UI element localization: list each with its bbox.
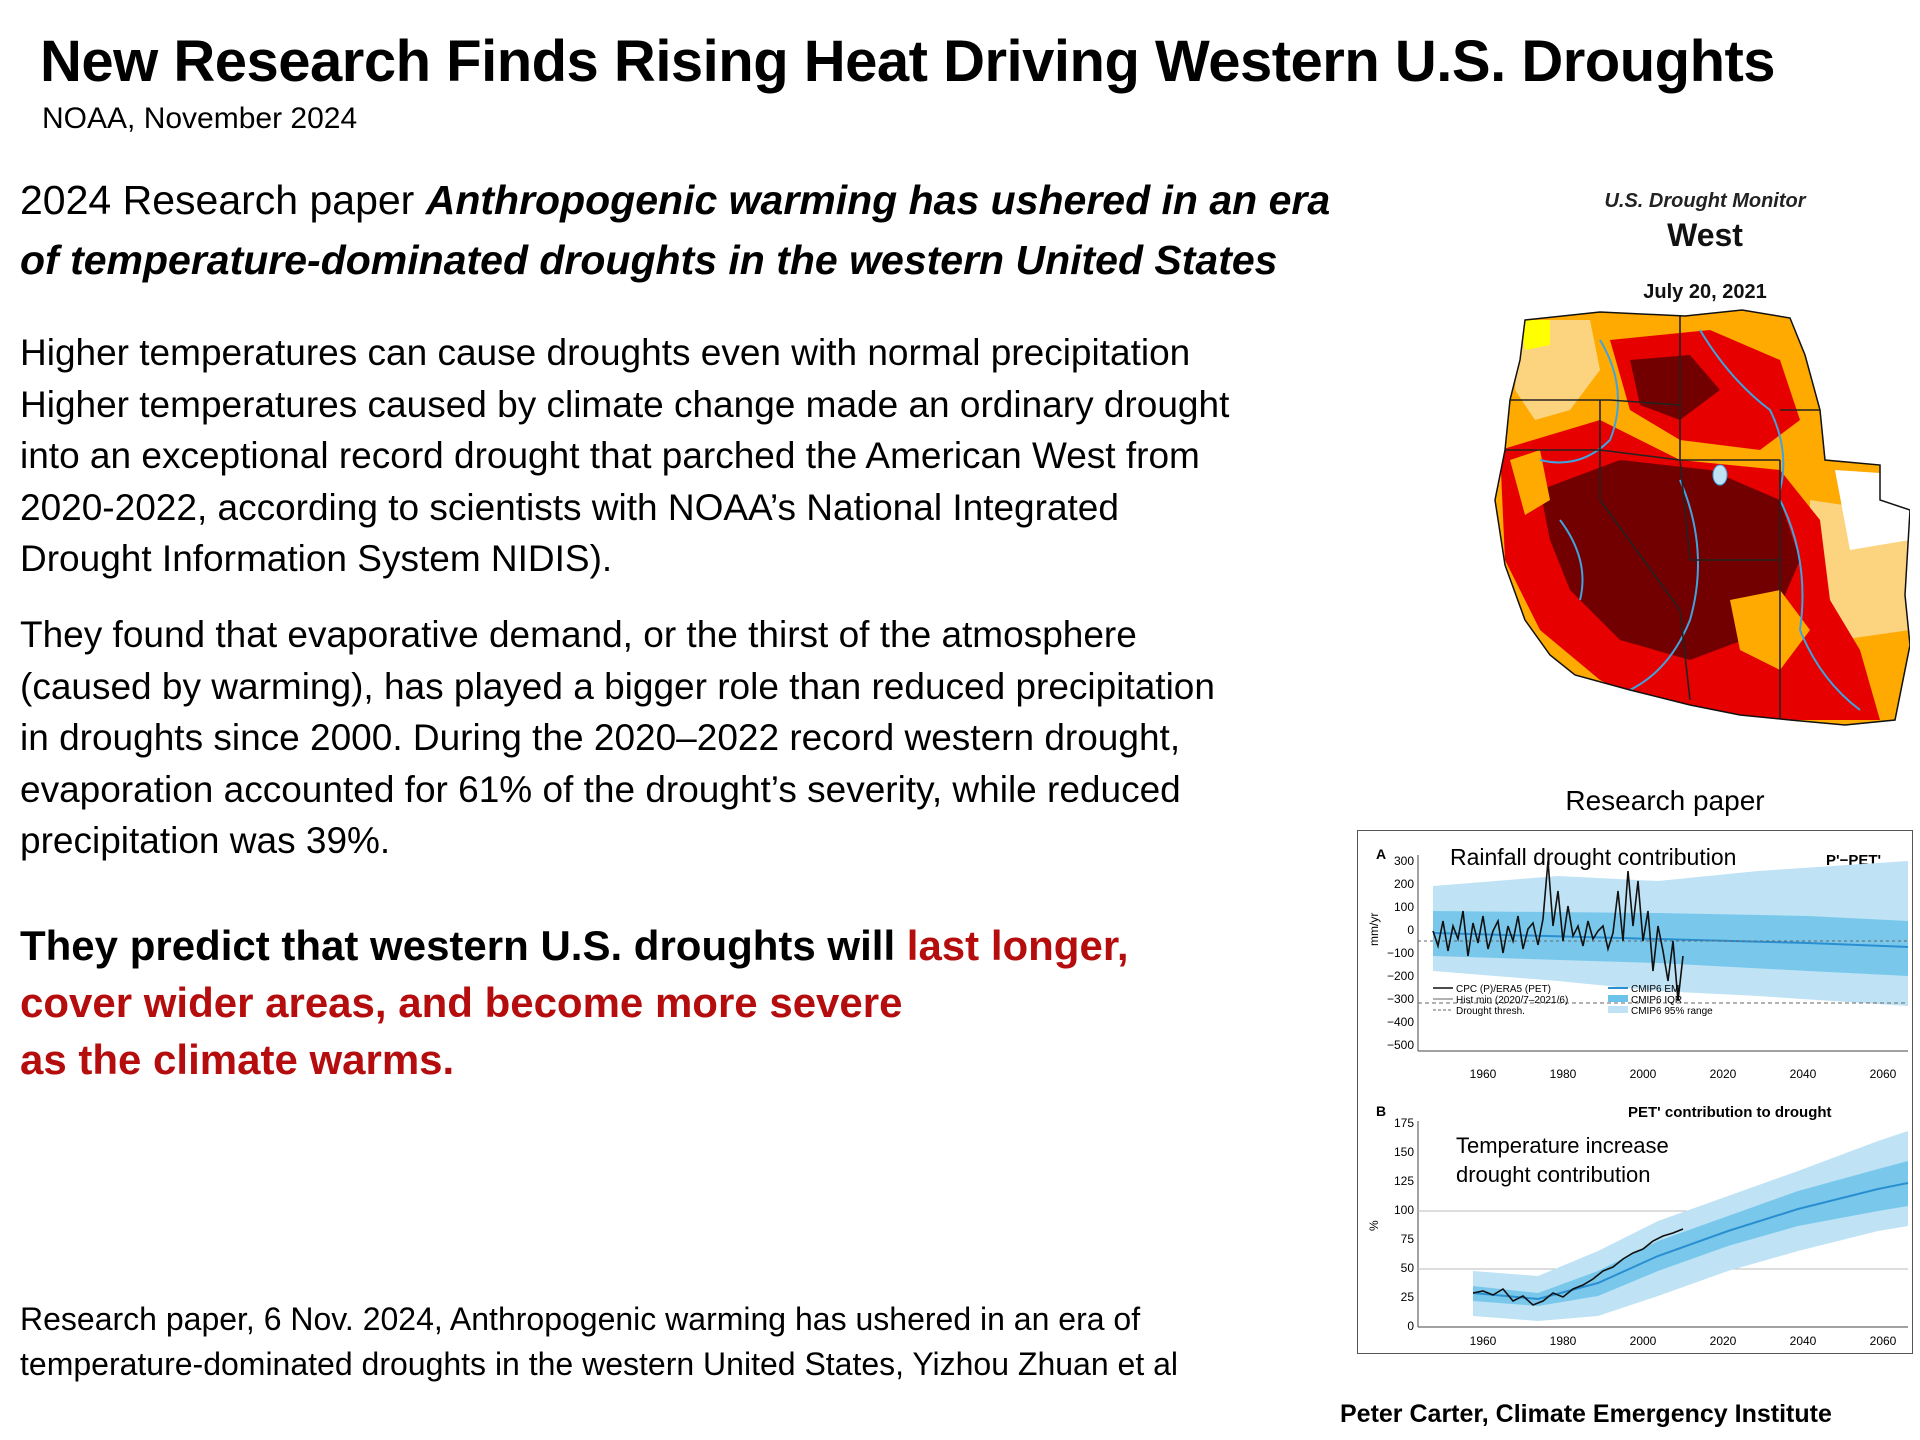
y-tick: −100	[1387, 946, 1414, 960]
footnote-line: Research paper, 6 Nov. 2024, Anthropogen…	[20, 1301, 1141, 1337]
cmip-95-range-b	[1473, 1131, 1908, 1321]
page-title: New Research Finds Rising Heat Driving W…	[40, 29, 1776, 94]
lake	[1712, 464, 1728, 486]
panel-b-ylabel: %	[1367, 1220, 1381, 1231]
legend-label: CMIP6 IQR	[1631, 995, 1682, 1006]
legend-swatch	[1608, 995, 1628, 1002]
source-date: NOAA, November 2024	[42, 102, 358, 135]
paragraph-line: Drought Information System NIDIS).	[20, 538, 613, 579]
x-tick: 2060	[1870, 1067, 1897, 1081]
x-tick: 2020	[1710, 1067, 1737, 1081]
paper-heading: 2024 Research paper Anthropogenic warmin…	[20, 170, 1510, 290]
paragraph-1: Higher temperatures can cause droughts e…	[20, 327, 1420, 585]
y-tick: 150	[1394, 1145, 1414, 1159]
drought-map	[1494, 309, 1910, 726]
d0-area	[1520, 320, 1550, 350]
y-tick: 0	[1407, 923, 1414, 937]
paragraph-2: They found that evaporative demand, or t…	[20, 609, 1420, 867]
paragraph-line: in droughts since 2000. During the 2020–…	[20, 717, 1181, 758]
paragraph-line: 2020-2022, according to scientists with …	[20, 486, 1119, 528]
y-tick: 100	[1394, 900, 1414, 914]
x-tick: 1960	[1470, 1067, 1497, 1081]
y-tick: 75	[1401, 1232, 1415, 1246]
cmip-iqr-a	[1433, 911, 1908, 976]
drought-monitor-region: West	[1667, 217, 1743, 253]
prediction-highlight-2: cover wider areas, and become more sever…	[20, 979, 903, 1026]
y-tick: 0	[1407, 1319, 1414, 1333]
panel-a-legend: CPC (P)/ERA5 (PET) Hist min (2020/7–2021…	[1433, 984, 1713, 1017]
panel-a-xticks: 1960 1980 2000 2020 2040 2060	[1470, 1067, 1897, 1081]
research-figure: A Rainfall drought contribution P'−PET' …	[1357, 830, 1913, 1354]
panel-a-yticks: 300 200 100 0 −100 −200 −300 −400 −500	[1387, 854, 1414, 1052]
x-tick: 2000	[1630, 1067, 1657, 1081]
prediction-highlight-1: last longer,	[906, 922, 1129, 969]
x-tick: 1980	[1550, 1334, 1577, 1348]
d2-patch	[1730, 590, 1810, 670]
legend-label: CPC (P)/ERA5 (PET)	[1456, 984, 1551, 995]
prediction-statement: They predict that western U.S. droughts …	[20, 917, 1320, 1088]
x-tick: 1960	[1470, 1334, 1497, 1348]
x-tick: 2060	[1870, 1334, 1897, 1348]
paper-title-line2: of temperature-dominated droughts in the…	[20, 237, 1278, 283]
prediction-highlight-3: as the climate warms.	[20, 1036, 455, 1083]
y-tick: −200	[1387, 969, 1414, 983]
panel-b-yticks: 175 150 125 100 75 50 25 0	[1394, 1116, 1414, 1333]
drought-monitor-title: U.S. Drought Monitor	[1604, 190, 1806, 212]
y-tick: −400	[1387, 1015, 1414, 1029]
y-tick: 200	[1394, 877, 1414, 891]
y-tick: 100	[1394, 1203, 1414, 1217]
y-tick: 25	[1401, 1290, 1415, 1304]
x-tick: 2040	[1790, 1067, 1817, 1081]
paragraph-line: evaporation accounted for 61% of the dro…	[20, 768, 1181, 810]
cmip-em-a	[1432, 932, 1909, 948]
paper-heading-prefix: 2024 Research paper	[20, 177, 426, 223]
observed-series-a	[1432, 860, 1684, 1002]
y-tick: 125	[1394, 1174, 1414, 1188]
author-credit: Peter Carter, Climate Emergency Institut…	[1340, 1400, 1832, 1428]
panel-a-annotation: Rainfall drought contribution	[1450, 844, 1736, 870]
x-tick: 2000	[1630, 1334, 1657, 1348]
panel-b-xticks: 1960 1980 2000 2020 2040 2060	[1470, 1334, 1897, 1348]
footnote-line: temperature-dominated droughts in the we…	[20, 1346, 1179, 1382]
reference-footnote: Research paper, 6 Nov. 2024, Anthropogen…	[20, 1297, 1370, 1387]
research-figure-svg: A Rainfall drought contribution P'−PET' …	[1367, 844, 1909, 1348]
legend-label: CMIP6 EM	[1631, 984, 1679, 995]
panel-a-ylabel: mm/yr	[1367, 913, 1381, 946]
observed-series-b	[1472, 1228, 1684, 1306]
panel-a-letter: A	[1376, 846, 1386, 862]
paragraph-line: Higher temperatures can cause droughts e…	[20, 332, 1191, 373]
rivers	[1539, 329, 1861, 711]
y-tick: −500	[1387, 1038, 1414, 1052]
region-outline	[1494, 309, 1910, 726]
y-tick: 50	[1401, 1261, 1415, 1275]
drought-monitor-date: July 20, 2021	[1643, 281, 1767, 303]
prediction-lead: They predict that western U.S. droughts …	[20, 922, 907, 969]
cmip-iqr-b	[1473, 1161, 1908, 1306]
panel-b-annotation-2: drought contribution	[1456, 1162, 1650, 1187]
paragraph-line: They found that evaporative demand, or t…	[20, 614, 1137, 655]
panel-b-letter: B	[1376, 1103, 1386, 1119]
d2-coast	[1510, 450, 1550, 515]
y-tick: −300	[1387, 992, 1414, 1006]
research-figure-label: Research paper	[1565, 785, 1765, 816]
paragraph-line: (caused by warming), has played a bigger…	[20, 665, 1215, 707]
panel-b-annotation-1: Temperature increase	[1456, 1133, 1669, 1158]
paragraph-line: precipitation was 39%.	[20, 820, 391, 861]
state-borders	[1505, 316, 1820, 720]
legend-label: Drought thresh.	[1456, 1006, 1525, 1017]
panel-b-title: PET' contribution to drought	[1628, 1104, 1832, 1121]
x-tick: 1980	[1550, 1067, 1577, 1081]
paper-title-line1: Anthropogenic warming has ushered in an …	[425, 177, 1331, 223]
legend-label: Hist min (2020/7–2021/6)	[1456, 995, 1568, 1006]
paragraph-line: Higher temperatures caused by climate ch…	[20, 383, 1230, 425]
x-tick: 2040	[1790, 1334, 1817, 1348]
paragraph-line: into an exceptional record drought that …	[20, 435, 1200, 476]
legend-label: CMIP6 95% range	[1631, 1006, 1713, 1017]
legend-swatch	[1608, 1006, 1628, 1013]
y-tick: 300	[1394, 854, 1414, 868]
y-tick: 175	[1394, 1116, 1414, 1130]
x-tick: 2020	[1710, 1334, 1737, 1348]
